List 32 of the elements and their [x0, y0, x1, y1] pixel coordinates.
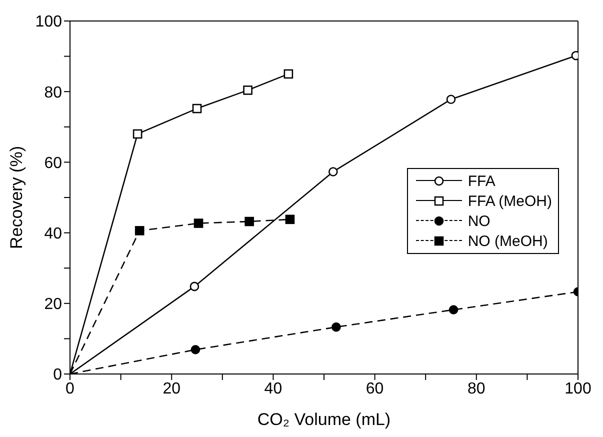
- point: [192, 104, 202, 114]
- x-tick-label: 60: [366, 380, 384, 398]
- x-tick-label: 40: [264, 380, 282, 398]
- point: [446, 94, 456, 104]
- point: [328, 167, 338, 176]
- x-tick-label: 80: [468, 380, 486, 398]
- y-tick-label: 0: [53, 366, 62, 384]
- point: [190, 282, 200, 292]
- y-tick-label: 20: [44, 296, 62, 314]
- legend-label: NO: [468, 212, 490, 230]
- legend-label: NO (MeOH): [468, 232, 548, 250]
- point: [244, 216, 254, 226]
- legend-label: FFA: [468, 172, 496, 190]
- legend-label: FFA (MeOH): [468, 192, 552, 210]
- y-tick-label: 80: [44, 84, 62, 102]
- x-tick-label: 20: [162, 380, 181, 398]
- point: [448, 305, 458, 314]
- y-tick-label: 100: [35, 14, 62, 31]
- point: [243, 86, 252, 95]
- point: [190, 344, 200, 354]
- y-tick-label: 40: [44, 225, 62, 242]
- point: [132, 129, 142, 139]
- point: [134, 226, 144, 236]
- point: [332, 322, 341, 332]
- x-tick-label: 0: [66, 380, 75, 398]
- point: [194, 218, 204, 228]
- point: [285, 214, 295, 224]
- y-axis-title: Recovery (%): [7, 146, 26, 249]
- x-tick-label: 100: [564, 380, 592, 398]
- x-axis-title: CO₂ Volume (mL): [257, 410, 391, 429]
- y-tick-label: 60: [44, 154, 62, 172]
- point: [284, 69, 294, 79]
